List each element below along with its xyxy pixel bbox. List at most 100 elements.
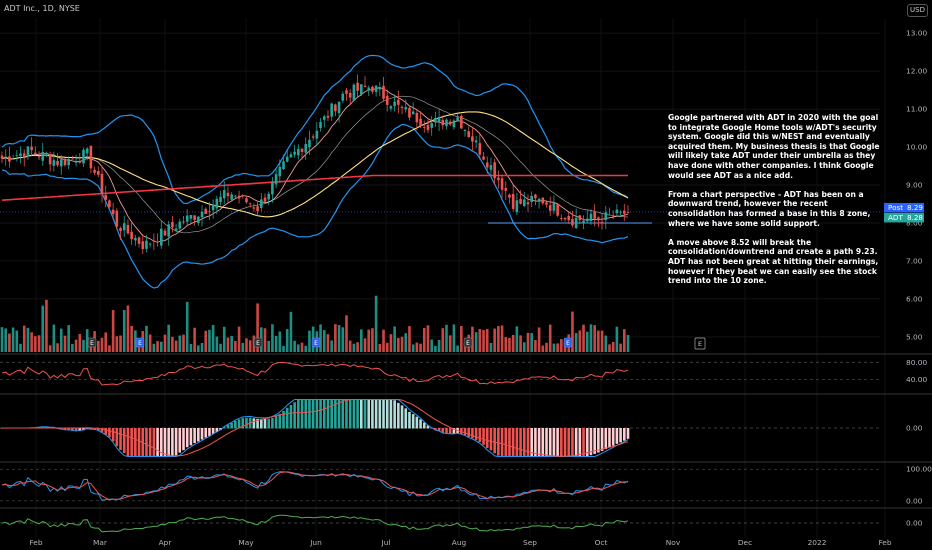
candle-body	[330, 103, 333, 117]
macd-histogram-bar	[448, 428, 452, 434]
macd-histogram-bar	[300, 399, 304, 429]
candle-body	[85, 148, 89, 154]
macd-histogram-bar	[371, 399, 374, 429]
volume-bar	[530, 333, 533, 352]
ma-short	[1, 86, 629, 243]
macd-histogram-bar	[352, 399, 356, 429]
price-label-value: 8.28	[907, 213, 923, 222]
volume-bar	[448, 335, 452, 352]
volume-bar	[174, 340, 178, 352]
earnings-marker-label: E	[256, 340, 260, 347]
candle-body	[337, 101, 341, 114]
volume-bar	[78, 334, 82, 352]
volume-bar	[619, 343, 622, 352]
volume-bar	[348, 340, 352, 352]
panel-tick-label: 0.00	[906, 496, 923, 505]
volume-bar	[615, 326, 619, 352]
macd-histogram-bar	[208, 428, 211, 436]
candle-body	[126, 224, 130, 234]
macd-histogram-bar	[137, 428, 141, 457]
volume-bars	[0, 295, 630, 352]
time-tick-label: Jun	[309, 538, 322, 547]
volume-bar	[122, 309, 126, 352]
volume-bar	[408, 326, 411, 352]
volume-bar	[526, 332, 530, 352]
volume-bar	[537, 327, 541, 352]
macd-histogram-bar	[78, 428, 82, 431]
volume-bar	[59, 328, 63, 352]
candle-body	[245, 198, 248, 203]
volume-bar	[334, 324, 337, 352]
macd-histogram-bar	[563, 428, 567, 457]
macd-histogram-bar	[534, 428, 537, 457]
macd-histogram-bar	[522, 428, 526, 457]
macd-histogram-bar	[256, 418, 259, 429]
bollinger-bands	[1, 54, 629, 289]
macd-histogram-bar	[504, 428, 508, 457]
macd-histogram-bar	[589, 428, 593, 456]
macd-histogram-bar	[134, 428, 137, 457]
candle-body	[145, 240, 148, 249]
candle-body	[41, 152, 45, 161]
ma-50	[1, 111, 629, 218]
macd-histogram-bar	[363, 399, 367, 429]
volume-bar	[422, 327, 426, 352]
candle-body	[445, 119, 448, 127]
candle-body	[571, 218, 574, 226]
macd-histogram-bar	[604, 428, 608, 450]
candle-body	[489, 165, 493, 170]
panel-tick-label: 40.00	[906, 375, 927, 384]
volume-bar	[560, 339, 563, 352]
macd-histogram-bar	[582, 428, 585, 457]
volume-bar	[371, 328, 374, 352]
macd-histogram-bar	[315, 399, 319, 429]
volume-bar	[267, 340, 270, 352]
candle-body	[615, 209, 619, 214]
volume-bar	[400, 336, 404, 352]
candle-body	[452, 120, 456, 128]
volume-bar	[145, 325, 148, 352]
volume-bar	[152, 343, 156, 352]
volume-bar	[404, 333, 408, 352]
currency-badge[interactable]: USD	[907, 4, 928, 17]
macd-histogram-bar	[519, 428, 522, 457]
candle-body	[241, 195, 245, 196]
volume-bar	[159, 341, 163, 352]
macd-histogram-bar	[234, 420, 237, 429]
volume-bar	[67, 325, 70, 352]
volume-bar	[504, 337, 508, 352]
macd-histogram-bar	[367, 399, 371, 429]
macd-histogram-bar	[622, 428, 626, 441]
volume-bar	[541, 345, 545, 352]
volume-bar	[534, 340, 537, 352]
candle-body	[93, 169, 96, 173]
candle-body	[11, 158, 15, 160]
candle-body	[134, 237, 137, 241]
bollinger-lower	[1, 123, 629, 289]
candle-body	[137, 237, 141, 244]
candle-body	[493, 162, 496, 179]
volume-bar	[41, 305, 45, 352]
macd-histogram-bar	[567, 428, 571, 457]
macd-histogram-bar	[311, 399, 315, 429]
volume-bar	[556, 343, 559, 352]
volume-bar	[282, 345, 285, 352]
candle-body	[259, 199, 263, 209]
macd-histogram-bar	[167, 428, 170, 457]
candle-body	[267, 193, 270, 200]
time-tick-label: Oct	[595, 538, 608, 547]
oscillator-signal-line	[1, 471, 629, 501]
volume-bar	[130, 325, 133, 352]
volume-bar	[22, 325, 26, 352]
volume-bar	[626, 335, 630, 352]
candle-body	[197, 216, 200, 223]
candle-body	[230, 194, 233, 200]
candle-body	[597, 217, 600, 221]
candle-body	[82, 149, 85, 164]
macd-histogram-bar	[74, 428, 78, 432]
price-tick-label: 6.00	[906, 294, 923, 303]
macd-histogram-bar	[619, 428, 622, 443]
oscillator-line	[1, 514, 629, 533]
candle-body	[378, 87, 382, 90]
volume-bar	[571, 311, 574, 352]
